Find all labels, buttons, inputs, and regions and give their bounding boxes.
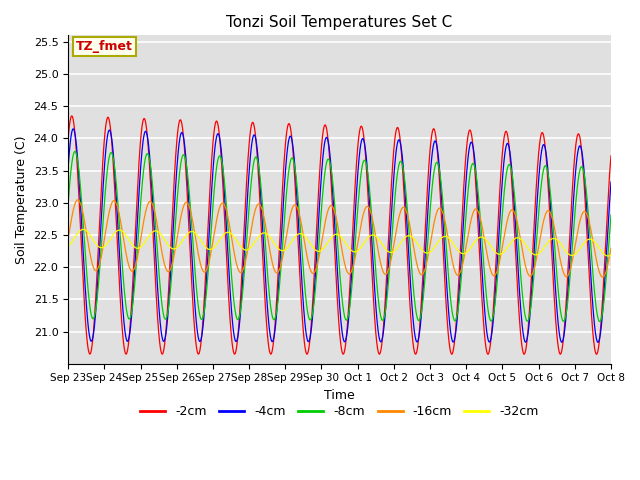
-32cm: [79, 227, 87, 232]
-2cm: [381, 309, 388, 314]
Legend: -2cm, -4cm, -8cm, -16cm, -32cm: -2cm, -4cm, -8cm, -16cm, -32cm: [136, 400, 544, 423]
-4cm: [594, 339, 602, 345]
Line: -2cm: -2cm: [68, 116, 611, 354]
-2cm: [83, 338, 91, 344]
Line: -16cm: -16cm: [68, 200, 611, 277]
-4cm: [69, 126, 77, 132]
-4cm: [396, 137, 403, 143]
-16cm: [599, 274, 607, 280]
-32cm: [604, 253, 612, 259]
-32cm: [319, 245, 327, 251]
-16cm: [479, 225, 486, 230]
-2cm: [319, 127, 327, 132]
-32cm: [381, 245, 388, 251]
-8cm: [396, 161, 403, 167]
-2cm: [607, 153, 615, 159]
-32cm: [83, 228, 91, 234]
-4cm: [273, 308, 281, 313]
-32cm: [479, 234, 486, 240]
-32cm: [273, 244, 281, 250]
Line: -32cm: -32cm: [68, 229, 611, 256]
-2cm: [479, 301, 486, 307]
-4cm: [479, 272, 486, 278]
-2cm: [396, 130, 403, 136]
-4cm: [607, 180, 615, 185]
Line: -8cm: -8cm: [68, 152, 611, 322]
-32cm: [396, 242, 403, 248]
-8cm: [273, 307, 281, 313]
-32cm: [607, 252, 615, 258]
-16cm: [83, 234, 91, 240]
-4cm: [319, 149, 327, 155]
-4cm: [64, 164, 72, 170]
-16cm: [319, 228, 327, 234]
-8cm: [64, 200, 72, 206]
-4cm: [83, 312, 91, 318]
-2cm: [273, 293, 281, 299]
-2cm: [68, 113, 76, 119]
-16cm: [607, 245, 615, 251]
X-axis label: Time: Time: [324, 389, 355, 402]
Text: TZ_fmet: TZ_fmet: [76, 40, 133, 53]
Line: -4cm: -4cm: [68, 129, 611, 342]
-8cm: [319, 182, 327, 188]
-2cm: [64, 136, 72, 142]
-8cm: [607, 212, 615, 218]
-16cm: [273, 270, 281, 276]
-8cm: [479, 242, 486, 248]
-8cm: [596, 319, 604, 324]
Y-axis label: Soil Temperature (C): Soil Temperature (C): [15, 135, 28, 264]
-8cm: [381, 313, 388, 319]
Title: Tonzi Soil Temperatures Set C: Tonzi Soil Temperatures Set C: [227, 15, 452, 30]
-16cm: [64, 236, 72, 241]
-16cm: [381, 271, 388, 277]
-8cm: [83, 276, 91, 282]
-4cm: [381, 319, 388, 324]
-8cm: [71, 149, 79, 155]
-32cm: [64, 243, 72, 249]
-16cm: [74, 197, 82, 203]
-16cm: [396, 213, 403, 219]
-2cm: [593, 351, 600, 357]
